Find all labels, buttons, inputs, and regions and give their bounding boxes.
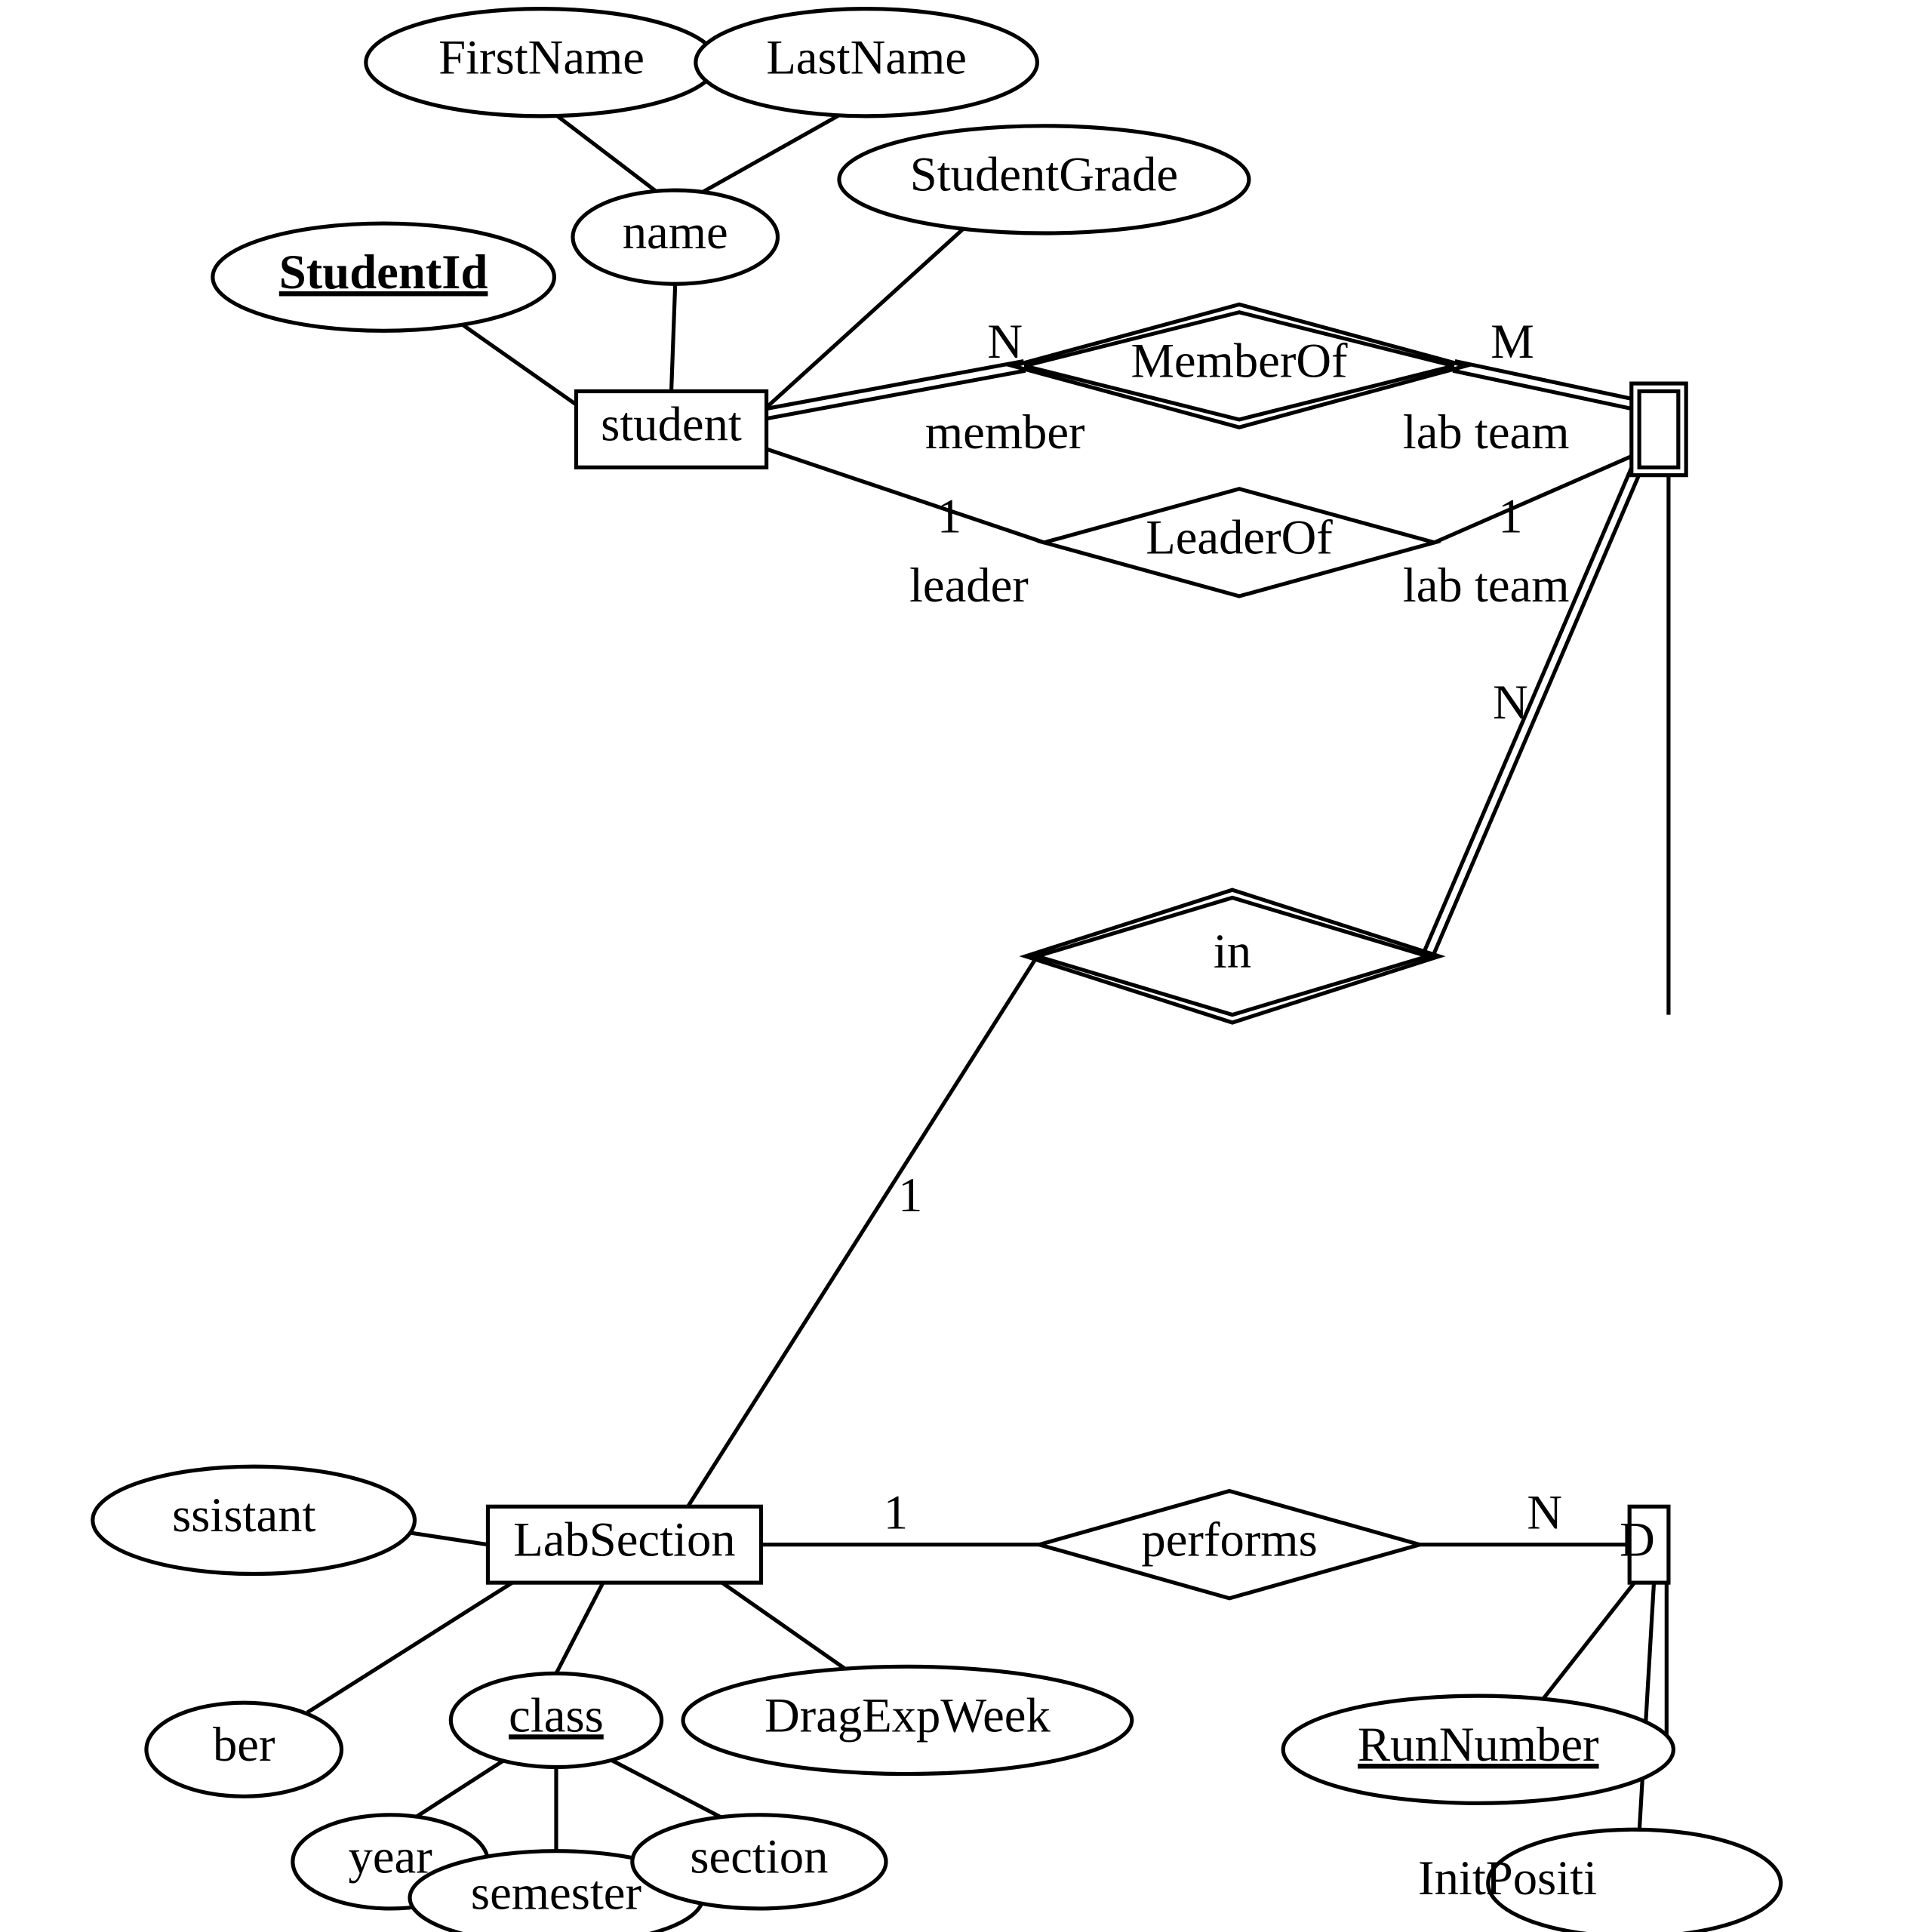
- node-ber: ber: [146, 1703, 342, 1796]
- edge-label: N: [1527, 1484, 1562, 1539]
- node-label: in: [1214, 924, 1251, 978]
- node-name: name: [573, 190, 778, 284]
- node-label: section: [690, 1829, 828, 1884]
- edge-label: N: [1493, 675, 1528, 729]
- edge-label: member: [925, 405, 1085, 459]
- node-label: FirstName: [438, 30, 645, 85]
- node-studentgrade: StudentGrade: [839, 126, 1249, 233]
- er-diagram: FirstName LastName name StudentGrade Student…: [0, 0, 1932, 1932]
- node-label: name: [623, 205, 728, 259]
- node-label: semester: [471, 1866, 641, 1920]
- node-label: ssistant: [172, 1487, 315, 1542]
- node-label: InitPositi: [1418, 1850, 1597, 1905]
- node-label: StudentId: [279, 245, 488, 299]
- edge-label: 1: [884, 1484, 908, 1539]
- node-label: student: [601, 397, 742, 451]
- node-lastname: LastName: [696, 9, 1038, 116]
- node-label: class: [509, 1687, 604, 1742]
- node-assistant: ssistant: [93, 1466, 415, 1574]
- node-firstname: FirstName: [366, 9, 717, 116]
- edge-label: M: [1491, 314, 1534, 368]
- node-studentid: StudentId: [213, 223, 555, 331]
- node-class: class: [451, 1673, 661, 1767]
- node-label: LabSection: [513, 1512, 735, 1567]
- node-label: RunNumber: [1358, 1717, 1599, 1771]
- node-student: student: [576, 391, 766, 467]
- node-labteam: [1632, 383, 1686, 475]
- edge-label: 1: [1498, 488, 1522, 543]
- node-label: LastName: [766, 30, 967, 85]
- node-runnumber: RunNumber: [1283, 1696, 1673, 1803]
- node-label: LeaderOf: [1146, 510, 1333, 565]
- node-dragexpweek: DragExpWeek: [683, 1666, 1132, 1774]
- edge-label: 1: [937, 488, 961, 543]
- node-label: year: [349, 1829, 432, 1884]
- node-labsection: LabSection: [488, 1506, 761, 1583]
- edge-label: 1: [898, 1168, 922, 1222]
- edge-label: lab team: [1403, 405, 1570, 459]
- edge-label: N: [987, 314, 1023, 368]
- node-label: StudentGrade: [910, 147, 1178, 202]
- node-label: D: [1620, 1512, 1655, 1567]
- edge-label: leader: [909, 558, 1029, 612]
- edge-label: lab team: [1403, 558, 1570, 612]
- node-section: section: [632, 1815, 886, 1909]
- node-label: MemberOf: [1131, 334, 1348, 388]
- node-label: ber: [213, 1717, 275, 1771]
- node-label: DragExpWeek: [764, 1687, 1051, 1742]
- node-label: performs: [1141, 1512, 1317, 1567]
